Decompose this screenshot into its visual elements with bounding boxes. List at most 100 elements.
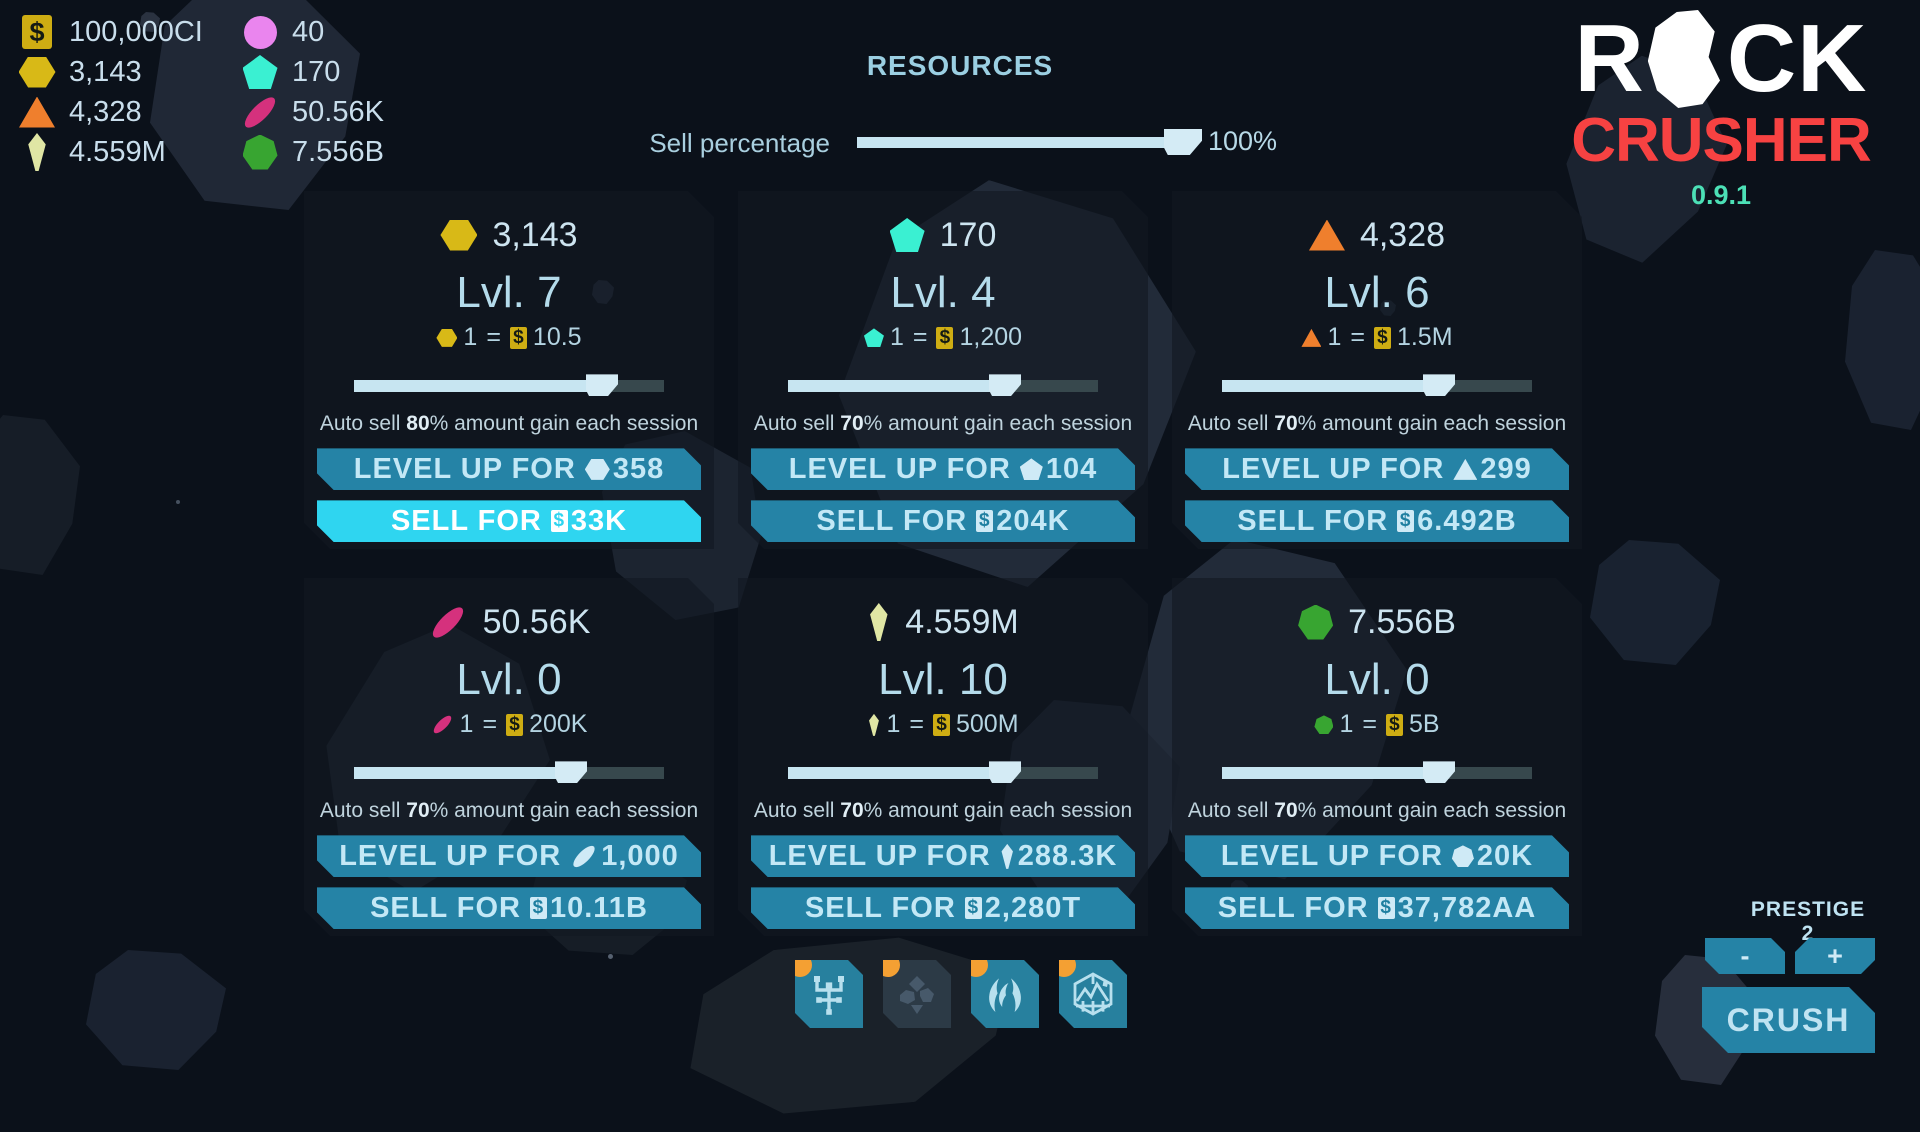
rock-shape — [86, 950, 226, 1070]
slider-fill — [857, 137, 1183, 148]
resource-level: Lvl. 0 — [1324, 655, 1430, 704]
card-header: 7.556B — [1298, 602, 1456, 642]
wallet-row-triangle: 4,328 — [18, 92, 233, 132]
dollar-icon: $ — [976, 510, 993, 532]
sell-button[interactable]: SELL FOR $ 37,782AA — [1185, 887, 1569, 929]
slider-handle[interactable] — [989, 761, 1021, 783]
resource-count: 4.559M — [905, 602, 1019, 641]
wallet-petal-value: 50.56K — [292, 95, 384, 128]
slider-fill — [354, 767, 571, 779]
wallet-crystal-value: 4.559M — [69, 135, 166, 168]
sell-percentage-value: 100% — [1208, 126, 1278, 156]
resource-level: Lvl. 7 — [456, 268, 562, 317]
resource-count: 4,328 — [1359, 215, 1446, 254]
auto-sell-slider[interactable] — [788, 380, 1098, 392]
resource-count: 50.56K — [482, 602, 591, 641]
logo-letters-ck: CK — [1726, 5, 1868, 112]
dollar-icon: $ — [933, 714, 950, 736]
terrain-map-button[interactable] — [1059, 960, 1127, 1028]
heptagon-icon — [1298, 605, 1333, 640]
sell-value: 2,280T — [984, 891, 1082, 924]
rate-equals: = — [486, 323, 501, 352]
wallet-row-money: $ 100,000CI — [18, 12, 233, 52]
rock-shape — [1590, 540, 1720, 665]
dollar-icon: $ — [530, 897, 547, 919]
wallet-row-crystal: 4.559M — [18, 132, 233, 172]
rate-quantity: 1 — [1327, 323, 1342, 352]
sell-value: 204K — [996, 504, 1070, 537]
level-up-button[interactable]: LEVEL UP FOR 1,000 — [317, 835, 701, 877]
dollar-icon: $ — [22, 15, 52, 49]
auto-sell-slider[interactable] — [354, 767, 664, 779]
auto-sell-text: Auto sell 70% amount gain each session — [1187, 799, 1567, 823]
dollar-icon: $ — [936, 327, 953, 349]
resource-card-triangle: 4,328 Lvl. 6 1 = $ 1.5M Auto sell 70% am… — [1172, 191, 1582, 549]
slider-handle[interactable] — [989, 374, 1021, 396]
sell-percentage-slider[interactable] — [857, 129, 1202, 155]
rate-value: 1.5M — [1396, 323, 1453, 352]
sell-button[interactable]: SELL FOR $ 2,280T — [751, 887, 1135, 929]
resource-count: 3,143 — [492, 215, 578, 254]
level-up-button[interactable]: LEVEL UP FOR 288.3K — [751, 835, 1135, 877]
crush-button[interactable]: CRUSH — [1702, 987, 1875, 1053]
auto-sell-slider[interactable] — [1222, 767, 1532, 779]
level-up-button[interactable]: LEVEL UP FOR 20K — [1185, 835, 1569, 877]
level-up-button[interactable]: LEVEL UP FOR 358 — [317, 448, 701, 490]
sell-percentage-label: Sell percentage — [649, 128, 830, 158]
slider-handle[interactable] — [1423, 374, 1455, 396]
claws-button[interactable] — [971, 960, 1039, 1028]
prestige-decrease-button[interactable]: - — [1705, 938, 1785, 974]
dollar-icon: $ — [1378, 897, 1395, 919]
auto-sell-slider[interactable] — [1222, 380, 1532, 392]
dollar-icon: $ — [551, 510, 568, 532]
prestige-increase-button[interactable]: + — [1795, 938, 1875, 974]
rate-quantity: 1 — [459, 710, 474, 739]
exchange-rate: 1 = $ 10.5 — [436, 323, 581, 352]
wallet-pentagon-value: 170 — [292, 55, 341, 88]
exchange-rate: 1 = $ 1,200 — [864, 323, 1022, 352]
skill-tree-button[interactable] — [795, 960, 863, 1028]
pebble-shape — [140, 12, 160, 32]
sell-value: 10.11B — [549, 891, 648, 924]
level-up-cost: 104 — [1045, 452, 1098, 485]
slider-fill — [1222, 380, 1439, 392]
crystal-icon — [867, 603, 890, 641]
rate-value: 500M — [955, 710, 1019, 739]
rate-equals: = — [912, 323, 928, 352]
resource-count: 7.556B — [1348, 602, 1456, 641]
resource-level: Lvl. 10 — [878, 655, 1008, 704]
sell-button[interactable]: SELL FOR $ 10.11B — [317, 887, 701, 929]
pentagon-icon — [890, 218, 925, 252]
sell-button[interactable]: SELL FOR $ 33K — [317, 500, 701, 542]
rate-quantity: 1 — [889, 323, 904, 352]
exchange-rate: 1 = $ 1.5M — [1301, 323, 1452, 352]
petal-icon — [570, 843, 598, 871]
slider-handle[interactable] — [1423, 761, 1455, 783]
version-label: 0.9.1 — [1690, 180, 1752, 210]
dollar-icon: $ — [1386, 714, 1403, 736]
slider-handle[interactable] — [1164, 129, 1202, 155]
pentagon-icon — [864, 328, 884, 347]
auto-sell-slider[interactable] — [788, 767, 1098, 779]
wallet-circle-value: 40 — [292, 15, 325, 48]
slider-fill — [788, 380, 1005, 392]
rock-pile-button[interactable] — [883, 960, 951, 1028]
card-header: 4.559M — [867, 602, 1018, 642]
crystal-icon — [28, 133, 46, 171]
level-up-button[interactable]: LEVEL UP FOR 299 — [1185, 448, 1569, 490]
auto-sell-slider[interactable] — [354, 380, 664, 392]
level-up-button[interactable]: LEVEL UP FOR 104 — [751, 448, 1135, 490]
petal-icon — [240, 92, 280, 132]
rate-quantity: 1 — [886, 710, 901, 739]
slider-handle[interactable] — [586, 374, 618, 396]
sell-button[interactable]: SELL FOR $ 6.492B — [1185, 500, 1569, 542]
resource-level: Lvl. 6 — [1324, 268, 1430, 317]
auto-sell-text: Auto sell 70% amount gain each session — [319, 799, 699, 823]
auto-sell-text: Auto sell 70% amount gain each session — [753, 412, 1133, 436]
bottom-nav — [795, 960, 1127, 1028]
sell-button[interactable]: SELL FOR $ 204K — [751, 500, 1135, 542]
petal-icon — [431, 714, 454, 737]
wallet-resource-list: $ 100,000CI 3,143 4,328 4.559M 40 170 50… — [18, 12, 456, 172]
card-header: 50.56K — [428, 602, 591, 642]
slider-handle[interactable] — [555, 761, 587, 783]
